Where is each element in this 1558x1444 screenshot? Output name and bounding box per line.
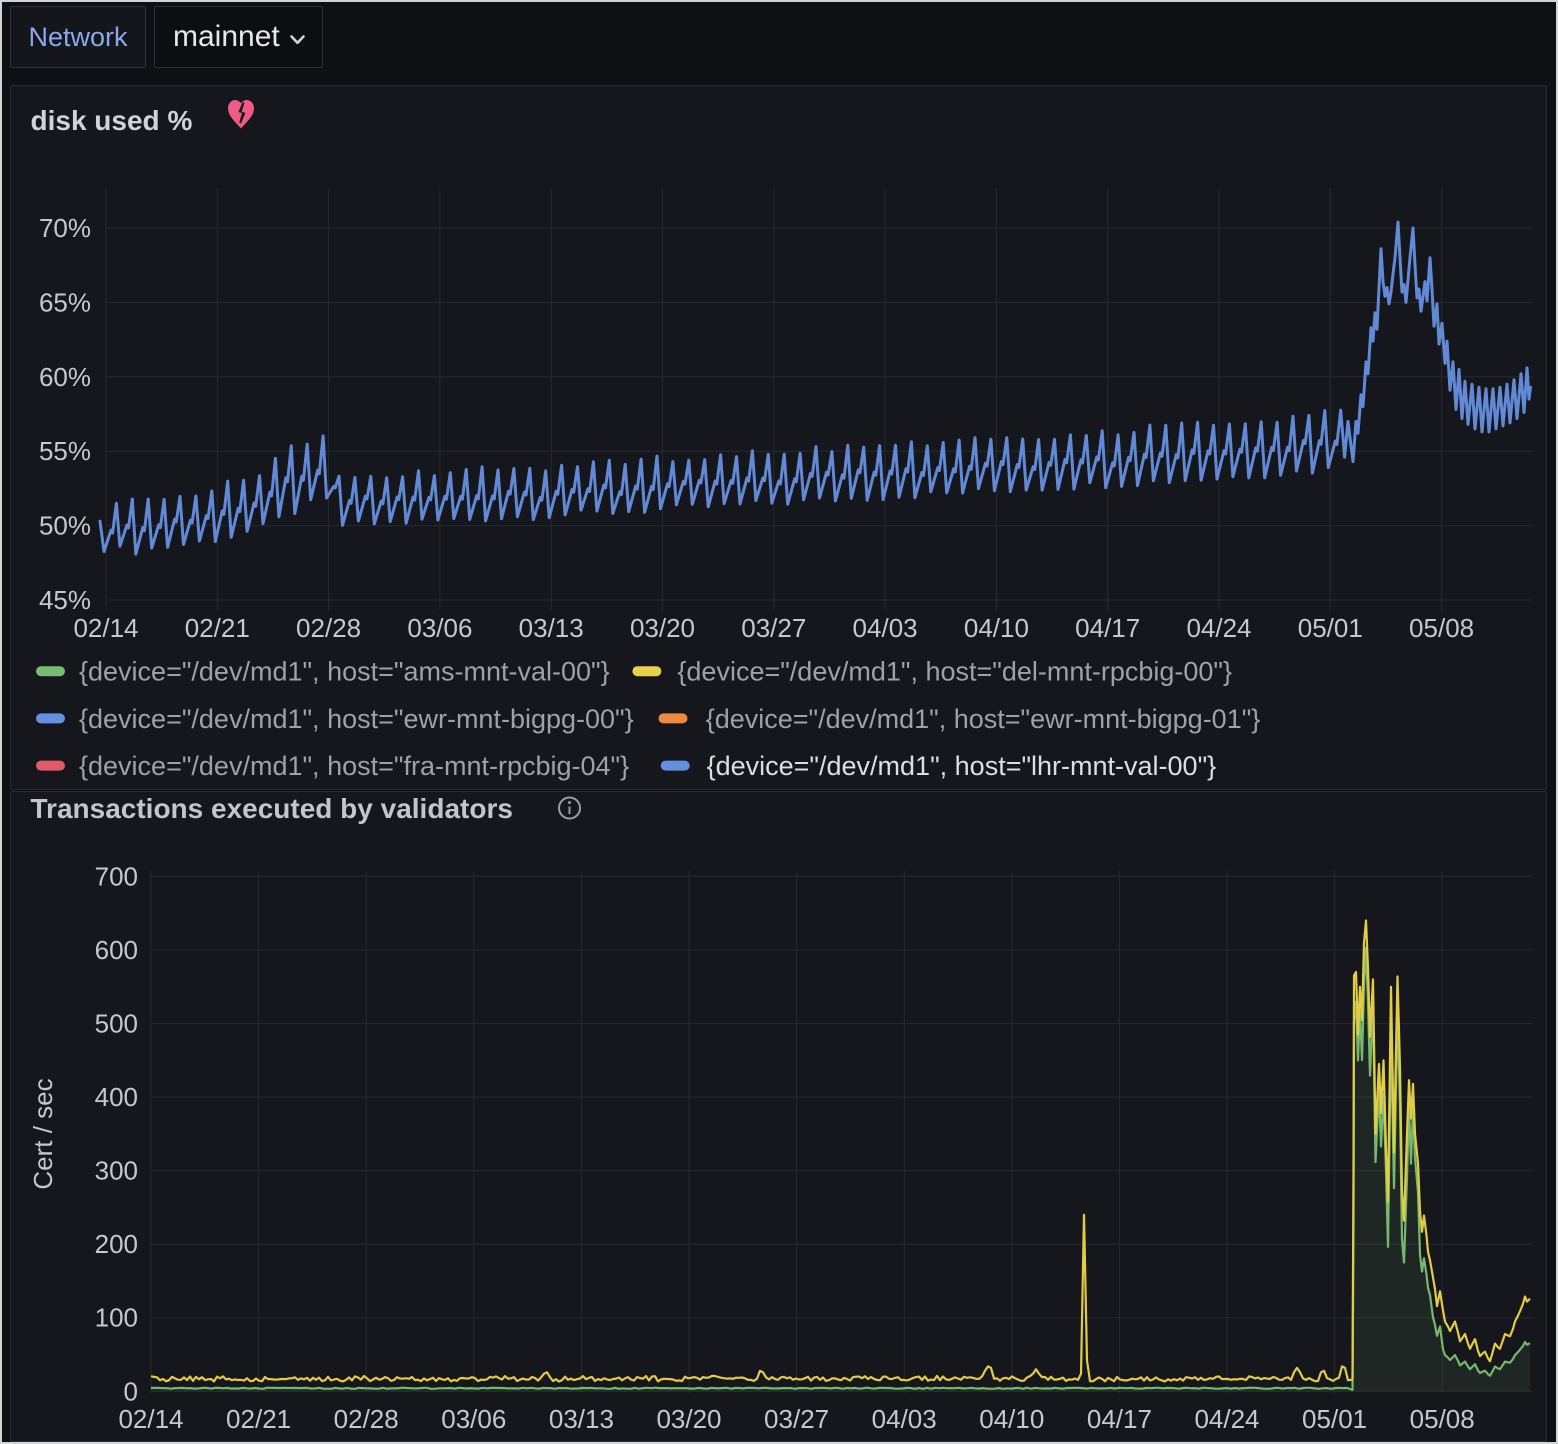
svg-text:02/14: 02/14: [73, 613, 138, 643]
svg-text:55%: 55%: [39, 436, 91, 466]
svg-text:0: 0: [124, 1376, 138, 1406]
svg-text:300: 300: [95, 1156, 138, 1186]
svg-text:{device="/dev/md1", host="ewr-: {device="/dev/md1", host="ewr-mnt-bigpg-…: [706, 704, 1261, 734]
svg-text:50%: 50%: [39, 511, 91, 541]
svg-text:03/20: 03/20: [656, 1404, 721, 1434]
svg-text:04/03: 04/03: [853, 613, 918, 643]
svg-text:02/28: 02/28: [296, 613, 361, 643]
svg-text:{device="/dev/md1", host="ewr-: {device="/dev/md1", host="ewr-mnt-bigpg-…: [79, 704, 634, 734]
svg-text:05/08: 05/08: [1409, 613, 1474, 643]
svg-text:05/01: 05/01: [1302, 1404, 1367, 1434]
svg-text:400: 400: [95, 1082, 138, 1112]
svg-text:03/06: 03/06: [407, 613, 472, 643]
svg-text:05/01: 05/01: [1298, 613, 1363, 643]
svg-text:04/24: 04/24: [1194, 1404, 1259, 1434]
svg-text:60%: 60%: [39, 362, 91, 392]
svg-text:Cert / sec: Cert / sec: [28, 1078, 58, 1189]
svg-text:{device="/dev/md1", host="fra-: {device="/dev/md1", host="fra-mnt-rpcbig…: [79, 751, 629, 781]
svg-text:04/10: 04/10: [964, 613, 1029, 643]
svg-text:200: 200: [95, 1229, 138, 1259]
svg-text:03/13: 03/13: [549, 1404, 614, 1434]
svg-text:700: 700: [95, 861, 138, 891]
svg-text:04/10: 04/10: [979, 1404, 1044, 1434]
svg-text:70%: 70%: [39, 213, 91, 243]
svg-text:45%: 45%: [39, 585, 91, 615]
svg-text:02/28: 02/28: [334, 1404, 399, 1434]
svg-text:05/08: 05/08: [1410, 1404, 1475, 1434]
svg-text:04/24: 04/24: [1186, 613, 1251, 643]
svg-text:65%: 65%: [39, 287, 91, 317]
svg-text:600: 600: [95, 935, 138, 965]
svg-text:02/21: 02/21: [226, 1404, 291, 1434]
svg-text:Transactions executed by valid: Transactions executed by validators: [31, 793, 513, 824]
svg-text:{device="/dev/md1", host="ams-: {device="/dev/md1", host="ams-mnt-val-00…: [79, 657, 610, 687]
svg-text:03/13: 03/13: [519, 613, 584, 643]
svg-text:disk used %: disk used %: [31, 105, 193, 136]
svg-text:04/03: 04/03: [872, 1404, 937, 1434]
svg-text:02/21: 02/21: [185, 613, 250, 643]
svg-text:04/17: 04/17: [1087, 1404, 1152, 1434]
svg-text:{device="/dev/md1", host="del-: {device="/dev/md1", host="del-mnt-rpcbig…: [677, 657, 1232, 687]
svg-text:{device="/dev/md1", host="lhr-: {device="/dev/md1", host="lhr-mnt-val-00…: [707, 751, 1217, 781]
svg-text:03/20: 03/20: [630, 613, 695, 643]
svg-text:100: 100: [95, 1303, 138, 1333]
svg-text:02/14: 02/14: [118, 1404, 183, 1434]
svg-text:03/06: 03/06: [441, 1404, 506, 1434]
svg-text:03/27: 03/27: [764, 1404, 829, 1434]
svg-text:500: 500: [95, 1008, 138, 1038]
svg-text:03/27: 03/27: [741, 613, 806, 643]
svg-text:04/17: 04/17: [1075, 613, 1140, 643]
